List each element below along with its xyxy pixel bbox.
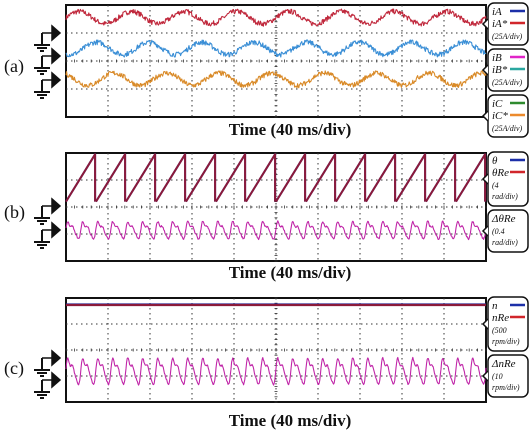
legend-pointer — [481, 173, 489, 185]
panel-a-label: (a) — [4, 56, 24, 77]
panel-c-grid — [65, 297, 487, 403]
panel-c-xlabel: Time (40 ms/div) — [229, 411, 351, 430]
ground-marker-0-2 — [34, 71, 62, 99]
legend-pointer — [481, 318, 489, 330]
legend-label: nRe — [492, 312, 509, 324]
legend-label: iB — [492, 52, 502, 64]
panel-c-label: (c) — [4, 358, 24, 379]
legend-scale: (4 — [492, 181, 499, 190]
legend-pointer — [481, 18, 489, 30]
trace-0-1 — [65, 39, 487, 58]
ground-marker-1-1 — [34, 221, 62, 249]
legend-box-2-1: ΔnRe (10 rpm/div) — [481, 354, 529, 398]
legend-label: iC — [492, 98, 503, 110]
panel-a-traces — [65, 8, 487, 89]
legend-scale: (0.4 — [492, 227, 505, 236]
ground-marker-2-0 — [34, 349, 62, 377]
ground-marker-0-0 — [34, 24, 62, 52]
legend-label: θ — [492, 155, 498, 167]
legend-label: iB* — [492, 64, 508, 76]
legend-label: iA — [492, 6, 502, 18]
panel-b-label: (b) — [4, 202, 25, 223]
trace-0-0 — [65, 8, 487, 27]
legend-box-1-1: ΔθRe (0.4 rad/div) — [481, 209, 529, 253]
legend-scale: rad/div) — [492, 192, 518, 201]
legend-label: n — [492, 300, 498, 312]
panel-b-ground-markers — [34, 197, 62, 249]
legend-scale: rpm/div) — [492, 337, 520, 346]
panel-c-ground-markers — [34, 349, 62, 399]
legend-pointer — [481, 64, 489, 76]
legend-scale: (500 — [492, 326, 507, 335]
panel-b-xlabel: Time (40 ms/div) — [229, 263, 351, 282]
legend-pointer — [481, 370, 489, 382]
legend-label: ΔθRe — [491, 213, 516, 225]
ground-marker-2-1 — [34, 371, 62, 399]
ground-marker-0-1 — [34, 47, 62, 75]
panel-a-ground-markers — [34, 24, 62, 99]
ground-marker-1-0 — [34, 197, 62, 225]
legend-scale: (25A/div) — [492, 32, 523, 41]
trace-0-2 — [65, 70, 487, 89]
legend-label: iC* — [492, 110, 508, 122]
trace-1-2 — [65, 220, 487, 241]
panel-a-grid — [65, 4, 487, 118]
legend-label: iA* — [492, 18, 508, 30]
legend-scale: (10 — [492, 372, 503, 381]
legend-pointer — [481, 225, 489, 237]
legend-label: ΔnRe — [491, 358, 516, 370]
legend-scale: rpm/div) — [492, 383, 520, 392]
legend-scale: (25A/div) — [492, 78, 523, 87]
panel-a-xlabel: Time (40 ms/div) — [229, 120, 351, 139]
trace-2-2 — [65, 356, 487, 386]
panel-c-traces — [65, 303, 487, 386]
legend-pointer — [481, 110, 489, 122]
legend-scale: (25A/div) — [492, 124, 523, 133]
legend-scale: rad/div) — [492, 238, 518, 247]
trace-1-1 — [65, 153, 487, 203]
legend-label: θRe — [492, 167, 509, 179]
panel-b-traces — [65, 153, 487, 241]
